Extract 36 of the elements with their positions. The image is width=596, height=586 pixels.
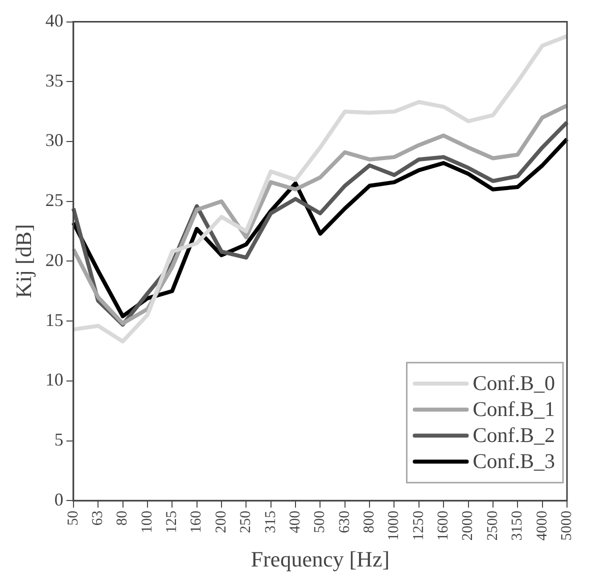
x-tick-label: 400	[287, 510, 304, 534]
x-tick-label: 160	[188, 510, 205, 534]
y-tick-label: 5	[54, 429, 64, 450]
x-tick-label: 4000	[534, 510, 550, 541]
legend-label: Conf.B_1	[472, 397, 556, 422]
y-tick-label: 40	[45, 10, 64, 31]
legend-label: Conf.B_2	[472, 423, 556, 448]
x-tick-label: 80	[114, 510, 131, 526]
y-tick-label: 20	[45, 250, 64, 270]
y-tick-label: 10	[45, 370, 64, 390]
x-tick-label: 5000	[558, 510, 575, 541]
x-tick-label: 1600	[436, 510, 452, 541]
x-tick-label: 800	[361, 510, 378, 534]
legend-label: Conf.B_3	[472, 449, 556, 474]
x-tick-label: 1000	[386, 510, 402, 541]
y-tick-label: 35	[45, 70, 64, 90]
x-tick-label: 315	[262, 510, 279, 534]
legend-label: Conf.B_0	[472, 371, 556, 396]
x-tick-label: 2000	[460, 510, 476, 541]
x-tick-label: 2500	[484, 510, 501, 541]
x-axis-title: Frequency [Hz]	[250, 546, 390, 572]
x-tick-label: 500	[312, 510, 328, 534]
x-tick-label: 125	[164, 510, 180, 534]
y-tick-label: 25	[45, 190, 64, 210]
y-tick-label: 0	[54, 489, 64, 510]
x-tick-label: 100	[139, 510, 156, 534]
x-tick-label: 3150	[510, 510, 526, 541]
y-tick-label: 30	[45, 130, 64, 150]
y-axis-title: Kij [dB]	[10, 224, 36, 298]
x-tick-label: 200	[213, 510, 230, 534]
x-tick-label: 50	[65, 510, 82, 526]
x-tick-label: 1250	[410, 510, 427, 541]
x-tick-label: 63	[90, 510, 106, 526]
x-tick-label: 250	[238, 510, 254, 534]
x-tick-label: 630	[336, 510, 353, 534]
y-tick-label: 15	[45, 310, 64, 330]
